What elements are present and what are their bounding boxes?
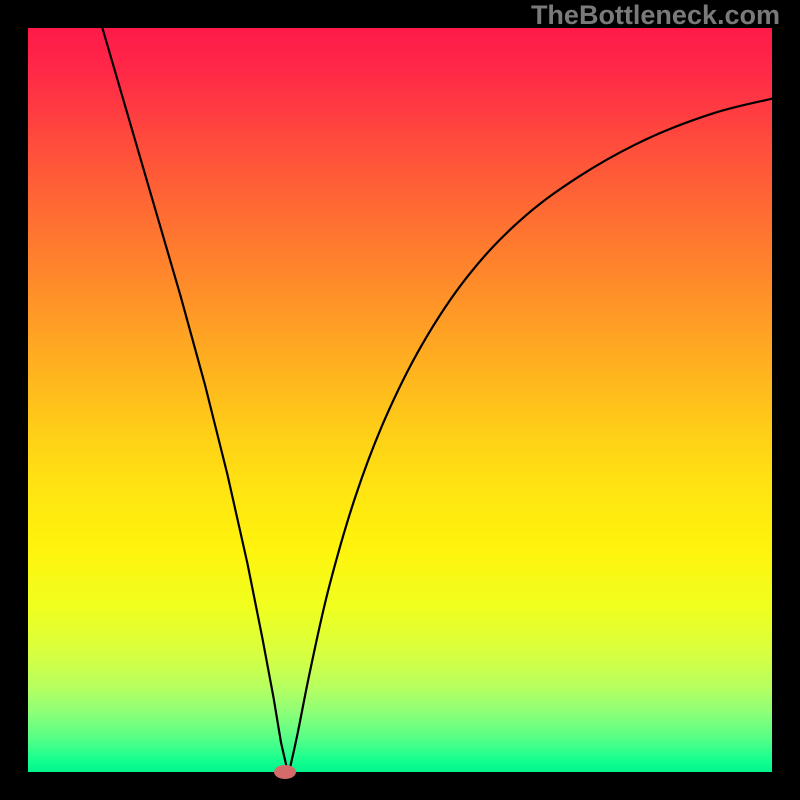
curve-right-branch bbox=[290, 99, 772, 769]
curve-left-branch bbox=[102, 28, 287, 768]
watermark-text: TheBottleneck.com bbox=[531, 0, 780, 31]
optimal-point-marker bbox=[274, 765, 296, 779]
figure-root: TheBottleneck.com bbox=[0, 0, 800, 800]
bottleneck-curve bbox=[0, 0, 800, 800]
